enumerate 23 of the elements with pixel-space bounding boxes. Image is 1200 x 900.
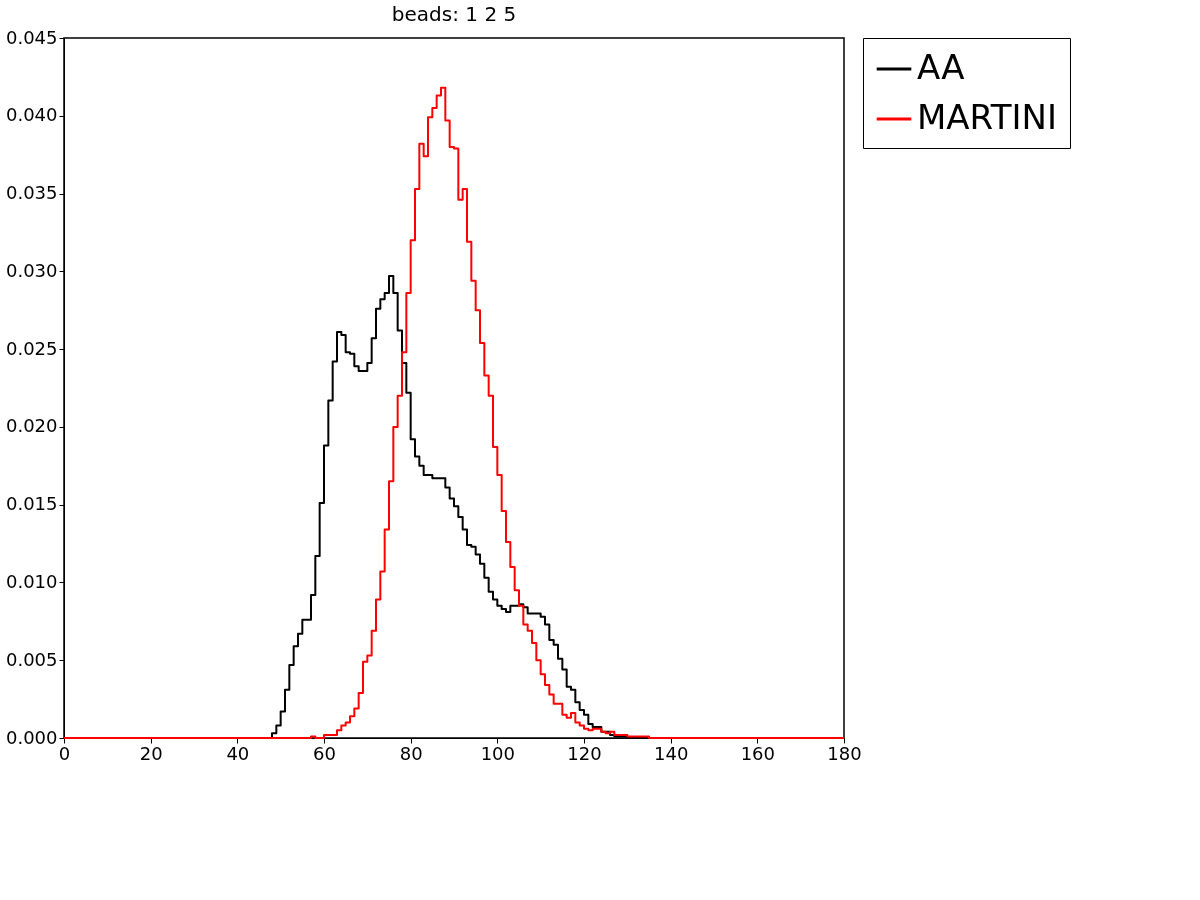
legend-label: AA bbox=[917, 47, 965, 87]
x-tick-label: 40 bbox=[226, 742, 250, 764]
y-tick-label: 0.010 bbox=[5, 570, 58, 592]
x-tick-label: 100 bbox=[480, 742, 516, 764]
x-tick-label: 160 bbox=[740, 742, 776, 764]
legend-label: MARTINI bbox=[917, 97, 1058, 137]
y-tick-label: 0.030 bbox=[5, 259, 58, 281]
y-tick-label: 0.020 bbox=[5, 415, 58, 437]
y-tick-label: 0.035 bbox=[5, 182, 58, 204]
y-tick-label: 0.000 bbox=[5, 726, 58, 748]
x-tick-label: 0 bbox=[58, 742, 71, 764]
x-tick-label: 60 bbox=[313, 742, 336, 764]
y-tick-label: 0.040 bbox=[5, 104, 58, 126]
x-tick-label: 140 bbox=[653, 742, 689, 764]
y-tick-label: 0.045 bbox=[5, 26, 58, 48]
chart-title: beads: 1 2 5 bbox=[391, 2, 517, 26]
y-tick-label: 0.015 bbox=[5, 493, 58, 515]
x-tick-label: 80 bbox=[399, 742, 423, 764]
y-tick-label: 0.025 bbox=[5, 337, 58, 359]
x-tick-label: 20 bbox=[139, 742, 163, 764]
x-tick-label: 180 bbox=[827, 742, 862, 764]
x-tick-label: 120 bbox=[567, 742, 602, 764]
y-tick-label: 0.005 bbox=[5, 648, 58, 670]
